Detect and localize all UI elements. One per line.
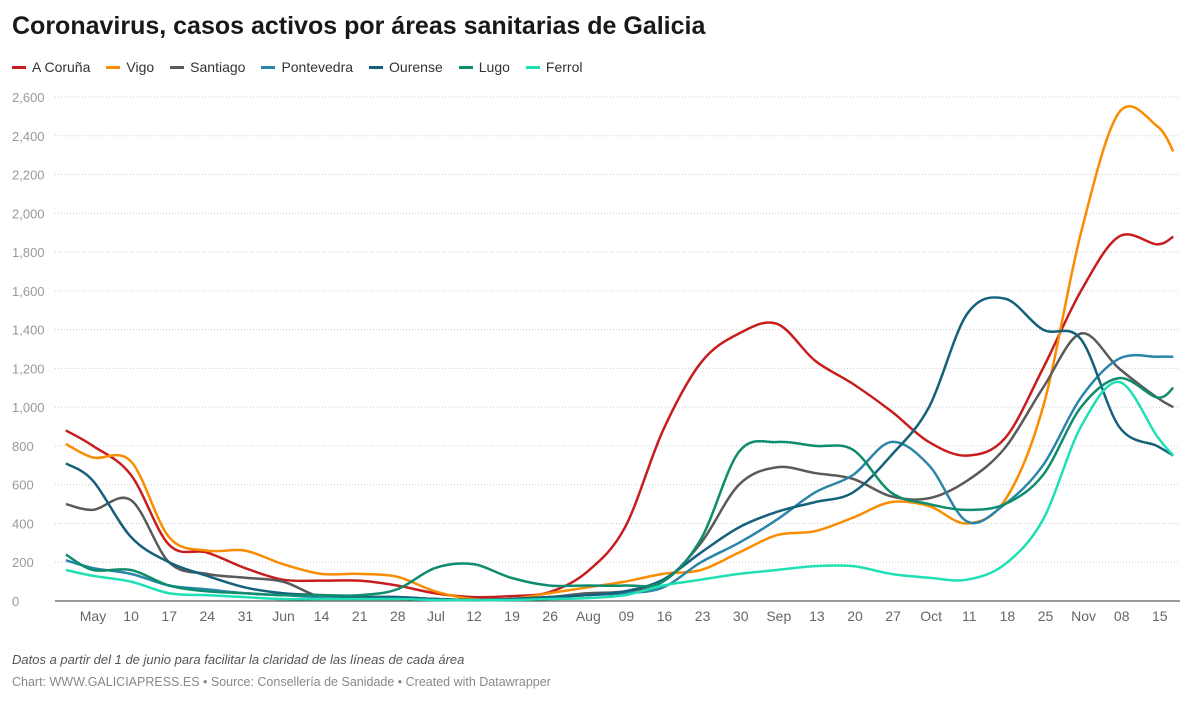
legend-swatch [458, 65, 473, 69]
x-tick-label: 09 [619, 608, 635, 624]
legend-item: Lugo [458, 59, 510, 75]
series-line-santiago [65, 332, 1174, 602]
y-tick-label: 2,200 [12, 168, 45, 183]
x-tick-label: 19 [504, 608, 520, 624]
legend-item: Santiago [170, 59, 245, 75]
series-line-a-coruña [65, 233, 1174, 599]
legend-label: Ferrol [545, 59, 583, 75]
x-tick-label: 15 [1152, 608, 1168, 624]
x-tick-label: 30 [733, 608, 749, 624]
x-tick-label: 16 [657, 608, 673, 624]
x-tick-label: May [80, 608, 106, 624]
x-tick-label: 20 [847, 608, 863, 624]
series-line-ourense [65, 296, 1174, 602]
legend-item: Ferrol [525, 59, 583, 75]
chart-note: Datos a partir del 1 de junio para facil… [12, 652, 465, 667]
x-tick-label: 31 [238, 608, 254, 624]
x-tick-label: Oct [920, 608, 942, 624]
legend: A Coruña Vigo Santiago Pontevedra Ourense Lug… [12, 59, 582, 75]
chart-title: Coronavirus, casos activos por áreas san… [12, 12, 706, 40]
y-tick-label: 2,400 [12, 129, 45, 144]
legend-swatch [106, 65, 121, 69]
series-line-ferrol [65, 380, 1175, 602]
y-tick-label: 400 [12, 516, 34, 531]
y-tick-label: 1,200 [12, 361, 45, 376]
legend-swatch [369, 65, 384, 69]
x-tick-label: 13 [809, 608, 825, 624]
series-line-vigo [65, 104, 1175, 602]
x-tick-label: 11 [962, 608, 977, 624]
x-tick-label: 10 [123, 608, 139, 624]
x-tick-label: 21 [352, 608, 368, 624]
x-tick-label: Sep [766, 608, 791, 624]
legend-item: Pontevedra [261, 59, 353, 75]
x-tick-label: 17 [161, 608, 177, 624]
legend-swatch [261, 65, 276, 69]
legend-item: Ourense [369, 59, 443, 75]
y-tick-label: 1,600 [12, 284, 45, 299]
legend-swatch [12, 65, 26, 69]
y-tick-label: 200 [12, 555, 34, 570]
legend-item: Vigo [106, 59, 154, 75]
x-tick-label: 12 [466, 608, 482, 624]
legend-label: Ourense [389, 59, 443, 75]
x-tick-label: Aug [576, 608, 601, 624]
x-tick-label: 25 [1038, 608, 1054, 624]
x-tick-label: Jun [272, 608, 295, 624]
y-tick-label: 800 [12, 439, 34, 454]
series-line-lugo [65, 376, 1175, 597]
y-tick-label: 2,000 [12, 206, 45, 221]
x-tick-label: Jul [427, 608, 445, 624]
legend-item: A Coruña [12, 59, 90, 75]
y-tick-label: 1,000 [12, 400, 45, 415]
x-tick-label: 08 [1114, 608, 1130, 624]
y-tick-label: 1,800 [12, 245, 45, 260]
legend-label: A Coruña [32, 59, 91, 75]
x-tick-label: 28 [390, 608, 406, 624]
legend-swatch [525, 65, 540, 69]
x-tick-label: 14 [314, 608, 330, 624]
y-tick-label: 0 [12, 594, 19, 609]
x-tick-label: 26 [542, 608, 558, 624]
legend-swatch [170, 65, 185, 69]
x-tick-label: 27 [885, 608, 901, 624]
y-tick-label: 2,600 [12, 90, 45, 105]
x-tick-label: 18 [1000, 608, 1016, 624]
x-tick-label: 24 [200, 608, 216, 624]
legend-label: Santiago [190, 59, 246, 75]
y-tick-label: 1,400 [12, 323, 45, 338]
x-tick-label: 23 [695, 608, 711, 624]
chart-credit: Chart: WWW.GALICIAPRESS.ES • Source: Con… [12, 675, 551, 689]
x-tick-label: Nov [1071, 608, 1096, 624]
legend-label: Vigo [126, 59, 155, 75]
legend-label: Lugo [478, 59, 510, 75]
y-tick-label: 600 [12, 478, 34, 493]
line-chart: 0 200 400 600 800 1,000 1,200 1,400 1,600 1,800 2,… [12, 90, 1180, 624]
legend-label: Pontevedra [281, 59, 354, 75]
